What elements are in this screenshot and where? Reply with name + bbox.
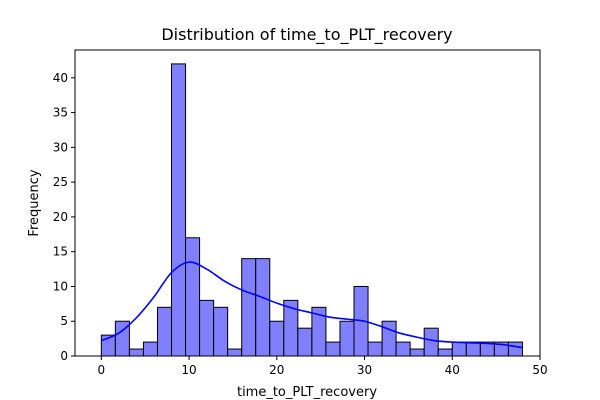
histogram-bar <box>241 258 257 357</box>
bars-layer <box>100 63 523 357</box>
y-tick-label: 40 <box>53 71 68 85</box>
histogram-bar <box>199 299 215 357</box>
y-tick-label: 0 <box>60 349 68 363</box>
y-tick-label: 5 <box>60 314 68 328</box>
x-axis-label: time_to_PLT_recovery <box>237 385 377 400</box>
histogram-bar <box>156 306 173 357</box>
y-tick-label: 20 <box>53 210 68 224</box>
histogram-bar <box>128 348 144 357</box>
histogram-bar <box>171 63 187 357</box>
kde-curve <box>101 261 523 349</box>
histogram-bar <box>451 341 467 357</box>
x-axis: 0 10 20 30 40 50 <box>98 356 548 377</box>
histogram-bar <box>311 306 327 357</box>
y-tick-label: 10 <box>53 279 68 293</box>
y-tick-label: 35 <box>53 106 68 120</box>
x-tick-label: 10 <box>181 363 196 377</box>
y-axis: 0 5 10 15 20 25 30 35 40 <box>53 71 75 363</box>
histogram-bar <box>114 320 130 357</box>
histogram-bar <box>227 348 243 357</box>
histogram-bar <box>395 341 411 357</box>
x-tick-label: 0 <box>98 363 106 377</box>
histogram-bar <box>507 341 523 357</box>
x-tick-label: 30 <box>357 363 372 377</box>
chart-title: Distribution of time_to_PLT_recovery <box>161 25 452 45</box>
histogram-bar <box>423 327 439 357</box>
y-tick-label: 30 <box>53 140 68 154</box>
histogram-bar <box>269 320 285 357</box>
histogram-bar <box>339 320 355 357</box>
histogram-bar <box>465 341 481 357</box>
histogram-bar <box>213 306 229 357</box>
histogram-bar <box>367 341 383 357</box>
histogram-bar <box>297 327 313 357</box>
x-tick-label: 40 <box>445 363 460 377</box>
y-tick-label: 15 <box>53 245 68 259</box>
histogram-bar <box>437 348 453 357</box>
plot-area <box>74 49 541 357</box>
histogram-bar <box>381 320 397 357</box>
y-tick-label: 25 <box>53 175 68 189</box>
y-axis-label: Frequency <box>27 169 42 236</box>
histogram-bar <box>142 341 158 357</box>
histogram-bar <box>409 348 425 357</box>
x-tick-label: 20 <box>269 363 284 377</box>
x-tick-label: 50 <box>532 363 547 377</box>
histogram-bar <box>185 237 201 357</box>
histogram-bar <box>325 341 341 357</box>
plot-frame <box>74 49 541 357</box>
histogram-bar <box>255 258 271 357</box>
